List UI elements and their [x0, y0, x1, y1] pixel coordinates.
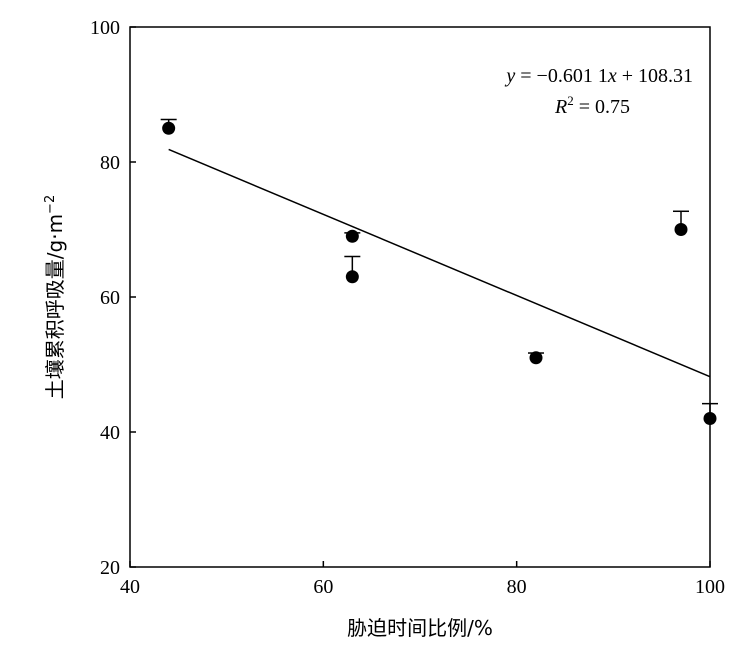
- y-tick-label: 80: [100, 152, 120, 174]
- x-tick-label: 40: [120, 576, 140, 598]
- regression-equation: y = −0.601 1x + 108.31: [504, 65, 693, 87]
- y-tick-label: 100: [90, 17, 120, 39]
- equation-x-var: x: [607, 65, 617, 87]
- x-tick-label: 100: [695, 576, 725, 598]
- data-point: [674, 223, 688, 236]
- r-squared-label: R2 = 0.75: [554, 93, 630, 118]
- data-point: [529, 351, 543, 365]
- x-axis-title: 胁迫时间比例/%: [347, 616, 493, 640]
- y-axis-title-sup: −2: [43, 195, 58, 214]
- r-sup: 2: [567, 93, 574, 108]
- data-points: [160, 118, 718, 425]
- x-tick-label: 60: [313, 576, 333, 598]
- y-axis-title: 土壤累积呼吸量/g·m−2: [43, 195, 67, 399]
- x-axis-ticks: 40 60 80 100: [120, 561, 725, 598]
- data-point: [345, 229, 359, 243]
- data-point: [162, 121, 176, 135]
- equation-part-a: = −0.601 1: [515, 65, 608, 87]
- equation-part-b: + 108.31: [617, 65, 693, 87]
- y-axis-title-main: 土壤累积呼吸量/g·m: [43, 214, 67, 399]
- y-tick-label: 40: [100, 422, 120, 444]
- equation-y-var: y: [504, 65, 515, 87]
- r-var: R: [554, 96, 567, 118]
- r-value: = 0.75: [574, 96, 630, 118]
- y-tick-label: 60: [100, 287, 120, 309]
- fit-line-group: [168, 148, 711, 378]
- x-tick-label: 80: [507, 576, 527, 598]
- data-point: [345, 270, 359, 284]
- y-axis-ticks: 20 40 60 80 100: [90, 17, 136, 579]
- fit-line: [168, 148, 711, 378]
- data-point: [703, 412, 717, 425]
- y-tick-label: 20: [100, 557, 120, 579]
